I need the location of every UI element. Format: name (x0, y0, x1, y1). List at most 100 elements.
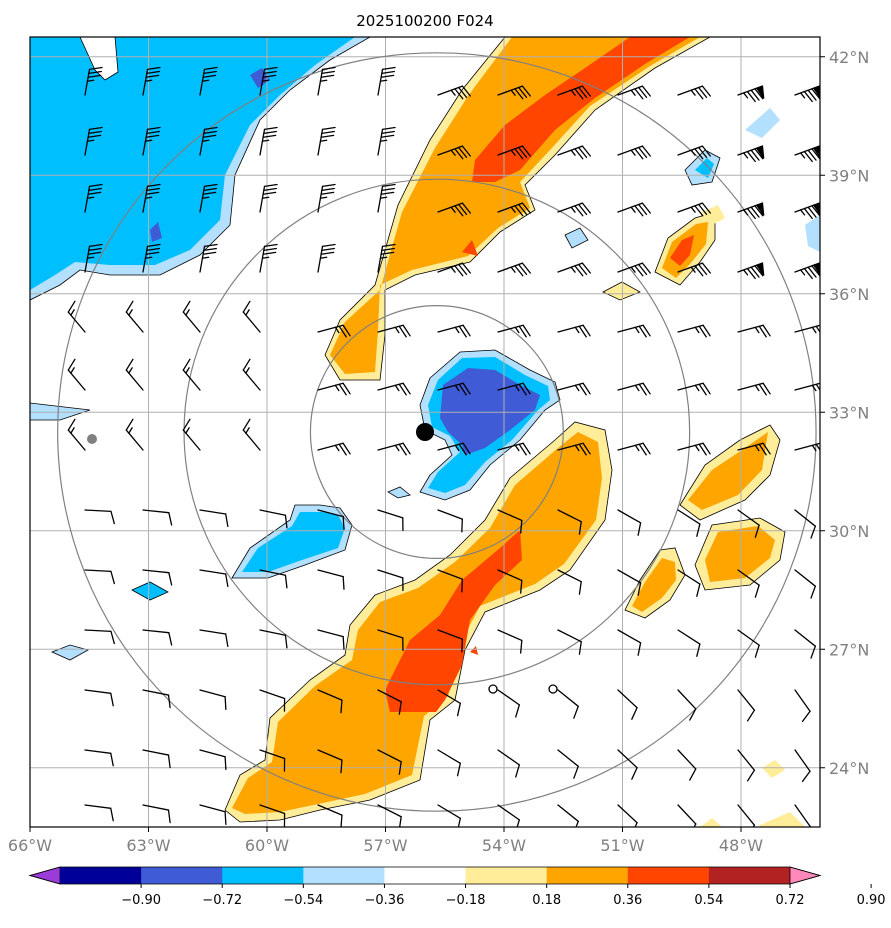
longitude-axis: 66°W 63°W 60°W 57°W 54°W 51°W 48°W (8, 827, 763, 855)
wind-barb (182, 300, 201, 333)
colorbar-segment (546, 867, 629, 884)
wind-barb (377, 183, 396, 213)
colorbar-tick-label: −0.18 (446, 893, 486, 908)
map-frame (29, 36, 821, 828)
wind-barb (617, 629, 642, 656)
ne-blue-edge (745, 108, 780, 138)
wind-barb (84, 629, 115, 645)
wind-barb (317, 804, 343, 827)
colorbar-tick-label: 0.90 (857, 893, 886, 908)
se-yellow-spot (762, 760, 785, 778)
wind-barb (737, 749, 756, 782)
wind-barb (317, 689, 343, 714)
wind-barb (557, 442, 591, 456)
wind-barb (377, 66, 396, 96)
wind-barb (199, 66, 218, 96)
wind-barb (617, 804, 638, 827)
wind-barb (377, 243, 396, 273)
n-yellow-spot (602, 281, 641, 301)
wind-barb (84, 183, 103, 213)
gray-dot-marker (87, 434, 97, 444)
wind-barb (497, 382, 531, 396)
wind-barb (199, 749, 227, 771)
wind-barb (794, 509, 816, 539)
wind-barb (377, 689, 402, 715)
wind-barb (199, 689, 227, 711)
wind-barb (317, 749, 343, 774)
wind-barb (497, 85, 531, 100)
wind-barb (737, 569, 760, 598)
colorbar-tick-label: −0.54 (283, 893, 323, 908)
wind-barb (317, 126, 336, 156)
wind-barb (142, 243, 161, 273)
nw-dark-blue-2 (150, 222, 162, 242)
wind-barb (377, 126, 396, 156)
wind-barb (617, 382, 651, 396)
wind-barb (794, 85, 820, 103)
wind-barb (497, 509, 523, 534)
wind-barb (259, 569, 288, 589)
wind-barb (794, 629, 816, 659)
wind-barb (737, 509, 760, 538)
wind-barb (142, 183, 161, 213)
wind-barb (142, 509, 173, 526)
colorbar-tick-label: −0.36 (365, 893, 405, 908)
wind-barb (794, 804, 811, 827)
wind-barb (437, 689, 461, 717)
wind-barb (497, 689, 520, 718)
wind-barb (737, 145, 765, 163)
wind-barb (557, 509, 582, 535)
nw-top-notch (79, 37, 119, 81)
wind-barb (67, 418, 86, 451)
lon-label: 60°W (245, 836, 289, 855)
wind-barb (437, 749, 461, 777)
wind-barb (67, 300, 86, 333)
wind-barb (125, 418, 144, 451)
e-orange-1 (688, 432, 768, 510)
wind-barb (142, 66, 161, 96)
wind-barb (737, 629, 760, 658)
wind-barb (242, 418, 261, 451)
wind-barb (437, 85, 471, 100)
colorbar-segment (303, 867, 385, 884)
wind-barb (259, 183, 278, 213)
wind-barb (84, 243, 103, 273)
wind-barb (317, 509, 345, 530)
wind-barb (737, 262, 765, 280)
wind-barb (794, 689, 811, 723)
sw-blue (242, 512, 345, 572)
map-area (30, 37, 820, 827)
wind-barb (317, 629, 345, 650)
wind-barb (377, 569, 404, 592)
wind-barb (437, 442, 471, 456)
wind-barb (259, 509, 288, 529)
wind-barb (84, 689, 114, 707)
lat-label: 39°N (829, 166, 869, 185)
colorbar-tick-label: 0.54 (694, 893, 723, 908)
wind-barb (377, 749, 402, 775)
wind-barb (557, 202, 591, 217)
wind-barb (617, 569, 642, 596)
wind-barb (259, 243, 278, 273)
wind-barb (794, 749, 811, 783)
wind-barb (557, 324, 591, 338)
wind-barb (677, 382, 711, 396)
wind-barb (199, 183, 218, 213)
range-ring (57, 52, 817, 812)
w-blue-spot-1 (131, 581, 169, 601)
calm-circle-2 (548, 684, 558, 694)
lon-label: 63°W (126, 836, 170, 855)
wind-barb (794, 202, 820, 220)
wind-barb (142, 569, 173, 586)
wind-barb (497, 324, 531, 338)
wind-barb (677, 324, 711, 338)
wind-barb (437, 509, 463, 533)
wind-barb (737, 202, 765, 220)
range-ring (309, 305, 564, 560)
wind-barb (437, 262, 471, 277)
s-band-orange (232, 432, 602, 814)
wind-barb (84, 126, 103, 156)
wind-barb (84, 66, 103, 96)
storm-center-marker (416, 423, 434, 441)
